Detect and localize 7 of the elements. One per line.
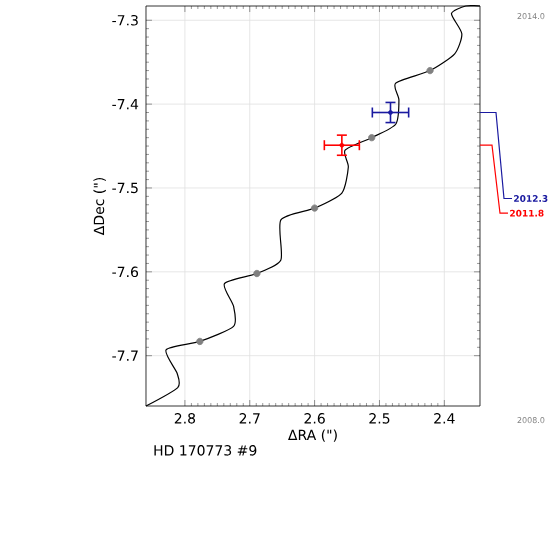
point — [426, 66, 434, 75]
point — [368, 134, 376, 142]
point — [311, 204, 319, 212]
point — [253, 269, 261, 278]
point — [196, 337, 204, 346]
point — [339, 142, 345, 148]
line-series — [145, 5, 481, 407]
